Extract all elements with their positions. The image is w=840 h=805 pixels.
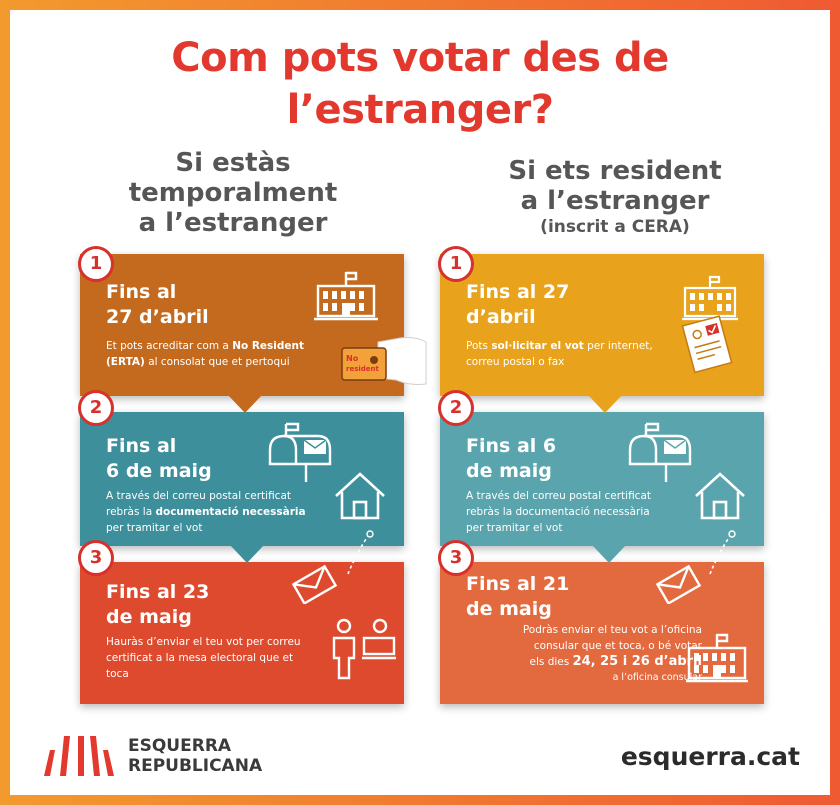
step-badge-1: 1 (78, 246, 114, 282)
text-bold: No Resident (232, 340, 305, 352)
step-badge-3: 3 (78, 540, 114, 576)
id-card-label-1: No (346, 354, 359, 363)
left-step-3-title: Fins al 23 de maig (106, 580, 209, 630)
right-step-2-title: Fins al 6 de maig (466, 434, 556, 484)
text-line: Podràs enviar el teu vot a l’oficina (522, 624, 702, 636)
title-line: Fins al 23 (106, 581, 210, 603)
title-line-2: l’estranger? (286, 87, 554, 133)
title-line: d’abril (466, 306, 536, 328)
right-step-3-card: Fins al 21 de maig Podràs enviar el teu … (440, 562, 764, 704)
home-icon (695, 472, 745, 520)
left-step-1-text: Et pots acreditar com a No Resident (ERT… (106, 338, 336, 370)
right-subheading: (inscrit a CERA) (540, 217, 690, 237)
card-pointer (230, 545, 264, 563)
right-step-1-card: Fins al 27 d’abril Pots sol·licitar el v… (440, 254, 764, 413)
left-step-2-card: Fins al 6 de maig A través del correu po… (80, 412, 404, 563)
page-title: Com pots votar des de l’estranger? (10, 32, 830, 136)
step-badge-2: 2 (78, 390, 114, 426)
text-line: certificat a la mesa electoral que et (106, 652, 294, 664)
step-badge-3: 3 (438, 540, 474, 576)
brand-name: ESQUERRA REPUBLICANA (128, 736, 262, 776)
text-bold: sol·licitar el vot (491, 340, 584, 352)
mailbox-icon (268, 422, 332, 482)
poster: Com pots votar des de l’estranger? Si es… (10, 10, 830, 795)
left-step-2-text: A través del correu postal certificat re… (106, 488, 346, 536)
text-line: consular que et toca, o bé votar (533, 640, 702, 652)
dashed-path-decoration (709, 530, 736, 575)
dashed-path-decoration (347, 530, 374, 575)
right-step-3-title: Fins al 21 de maig (466, 572, 569, 622)
text-part: rebràs la (106, 506, 156, 518)
text-line: toca (106, 668, 129, 680)
text-line: per tramitar el vot (106, 522, 203, 534)
text-bold: 24, 25 i 26 d’abril (572, 654, 702, 669)
title-line-1: Com pots votar des de (171, 35, 669, 81)
right-step-1-text: Pots sol·licitar el vot per internet, cor… (466, 338, 686, 370)
right-step-3-text: Podràs enviar el teu vot a l’oficina con… (466, 622, 702, 686)
home-icon (335, 472, 385, 520)
title-line: de maig (466, 598, 552, 620)
right-heading-line-2: a l’estranger (520, 186, 710, 216)
text-bold: (ERTA) (106, 356, 145, 368)
right-step-1-title: Fins al 27 d’abril (466, 280, 569, 330)
right-step-2-text: A través del correu postal certificat re… (466, 488, 706, 536)
title-line: Fins al (106, 435, 177, 457)
esquerra-logo-icon (44, 736, 114, 776)
brand-line-2: REPUBLICANA (128, 756, 263, 776)
right-step-2-card: Fins al 6 de maig A través del correu po… (440, 412, 764, 563)
right-column-heading: Si ets resident a l’estranger (inscrit a… (460, 156, 770, 238)
brand-line-1: ESQUERRA (128, 736, 232, 756)
left-step-1-title: Fins al 27 d’abril (106, 280, 209, 330)
website-link[interactable]: esquerra.cat (620, 742, 800, 771)
consulate-building-icon (686, 633, 748, 683)
left-step-1-card: Fins al 27 d’abril Et pots acreditar com… (80, 254, 427, 413)
left-column-heading: Si estàs temporalment a l’estranger (110, 148, 356, 238)
title-line: 6 de maig (106, 460, 212, 482)
text-part: Pots (466, 340, 492, 352)
id-card-hand-icon: No resident (341, 337, 427, 385)
title-line: de maig (466, 460, 552, 482)
text-part: per internet, (583, 340, 653, 352)
text-line: Hauràs d’enviar el teu vot per correu (106, 636, 301, 648)
text-part: Et pots acreditar com a (106, 340, 233, 352)
left-heading-line-3: a l’estranger (138, 208, 328, 238)
card-pointer (592, 545, 626, 563)
text-line: per tramitar el vot (466, 522, 563, 534)
consulate-building-icon (314, 271, 378, 321)
title-line: Fins al 27 (466, 281, 570, 303)
left-heading-line-2: temporalment (128, 178, 338, 208)
step-badge-1: 1 (438, 246, 474, 282)
envelope-icon (655, 564, 702, 604)
text-line: A través del correu postal certificat (466, 490, 652, 502)
left-step-3-text: Hauràs d’enviar el teu vot per correu ce… (106, 634, 346, 682)
card-pointer (228, 395, 262, 413)
right-heading-line-1: Si ets resident (508, 156, 722, 186)
step-badge-2: 2 (438, 390, 474, 426)
text-line: rebràs la documentació necessària (466, 506, 650, 518)
text-line: a l’oficina consular (612, 672, 702, 683)
left-step-3-card: Fins al 23 de maig Hauràs d’enviar el te… (80, 562, 404, 704)
left-step-2-title: Fins al 6 de maig (106, 434, 212, 484)
title-line: Fins al (106, 281, 177, 303)
title-line: 27 d’abril (106, 306, 209, 328)
text-line: A través del correu postal certificat (106, 490, 292, 502)
left-heading-line-1: Si estàs (175, 148, 291, 178)
mailbox-icon (628, 422, 692, 482)
polling-station-icon (332, 618, 396, 680)
vote-request-form-icon (681, 315, 733, 374)
id-card-label-2: resident (346, 365, 380, 373)
text-part: els dies (529, 656, 573, 668)
card-pointer (588, 395, 622, 413)
title-line: de maig (106, 606, 192, 628)
title-line: Fins al 6 (466, 435, 557, 457)
text-part: al consolat que et pertoqui (144, 356, 290, 368)
text-part: correu postal o fax (466, 356, 565, 368)
envelope-icon (291, 564, 338, 604)
text-bold: documentació necessària (155, 506, 306, 518)
title-line: Fins al 21 (466, 573, 570, 595)
